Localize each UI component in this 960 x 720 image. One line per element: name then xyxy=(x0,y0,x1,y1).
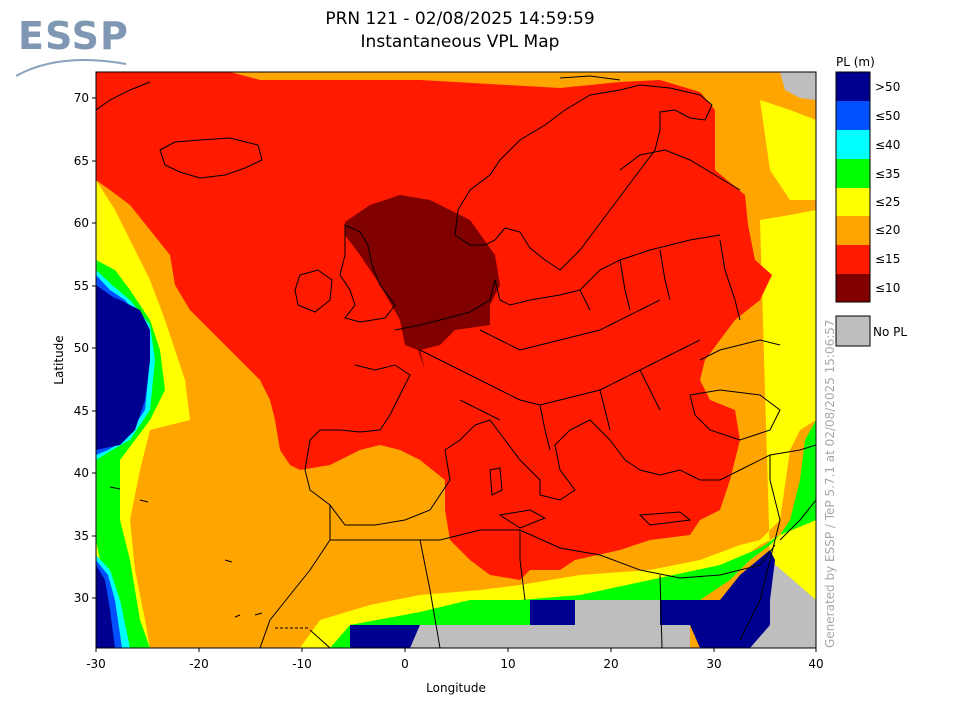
axis-ticks xyxy=(92,97,817,652)
y-tick-label: 60 xyxy=(74,216,89,230)
generation-credit: Generated by ESSP / TeP 5.7.1 at 02/08/2… xyxy=(823,319,837,648)
zone-gt50-west-edge xyxy=(96,285,120,450)
legend-label-le20: ≤20 xyxy=(875,223,901,237)
zone-gt50-sw xyxy=(96,565,115,648)
legend-label-le35: ≤35 xyxy=(875,167,901,181)
map-title: PRN 121 - 02/08/2025 14:59:59 xyxy=(325,9,595,29)
legend-title: PL (m) xyxy=(836,55,875,69)
legend-swatch-gt50 xyxy=(836,72,870,101)
legend-label-le10: ≤10 xyxy=(875,281,901,295)
x-tick-label: 30 xyxy=(706,657,721,671)
y-tick-label: 45 xyxy=(74,404,89,418)
y-tick-label: 50 xyxy=(74,341,89,355)
x-tick-label: 20 xyxy=(603,657,618,671)
map-subtitle: Instantaneous VPL Map xyxy=(360,32,560,52)
zone-nopl-south xyxy=(350,600,690,648)
x-tick-label: -10 xyxy=(292,657,312,671)
legend-label-nopl: No PL xyxy=(873,325,908,339)
zone-le25-ne xyxy=(760,100,816,200)
vpl-contours xyxy=(96,72,816,648)
y-tick-label: 65 xyxy=(74,154,89,168)
y-tick-label: 35 xyxy=(74,529,89,543)
zone-le35-south xyxy=(330,420,816,648)
y-tick-label: 55 xyxy=(74,279,89,293)
legend-swatch-le25 xyxy=(836,188,870,216)
legend-swatch-le35 xyxy=(836,159,870,188)
legend-colorbar xyxy=(835,71,871,347)
legend-label-le50: ≤50 xyxy=(875,109,901,123)
x-tick-label: 10 xyxy=(500,657,515,671)
coastlines xyxy=(96,75,816,648)
zone-gt50-west xyxy=(120,300,150,445)
zone-gt50-se xyxy=(660,550,775,648)
y-tick-label: 30 xyxy=(74,591,89,605)
zone-le25-east xyxy=(740,210,816,600)
legend-swatch-le40 xyxy=(836,130,870,159)
zone-nopl-ne xyxy=(780,72,816,100)
y-tick-label: 70 xyxy=(74,91,89,105)
x-tick-label: 0 xyxy=(401,657,409,671)
legend-swatch-le10 xyxy=(836,274,870,302)
essp-logo: ESSP xyxy=(14,12,134,80)
legend-label-le25: ≤25 xyxy=(875,195,901,209)
x-axis-title: Longitude xyxy=(426,681,486,695)
logo-swoosh xyxy=(15,59,127,77)
x-tick-label: -20 xyxy=(189,657,209,671)
logo-text: ESSP xyxy=(18,14,129,58)
legend-label-le15: ≤15 xyxy=(875,252,901,266)
y-axis-title: Latitude xyxy=(52,335,66,384)
zone-gt50-south1 xyxy=(350,625,420,648)
legend-label-gt50: >50 xyxy=(875,80,901,94)
x-tick-label: -30 xyxy=(86,657,106,671)
legend-swatch-le15 xyxy=(836,245,870,274)
legend-swatch-le50 xyxy=(836,101,870,130)
plot-frame xyxy=(95,71,817,649)
legend-label-le40: ≤40 xyxy=(875,138,901,152)
zone-gt50-south2 xyxy=(530,600,575,625)
y-tick-label: 40 xyxy=(74,466,89,480)
legend-swatch-nopl xyxy=(835,315,871,347)
legend-swatch-le20 xyxy=(836,216,870,245)
x-tick-label: 40 xyxy=(808,657,823,671)
